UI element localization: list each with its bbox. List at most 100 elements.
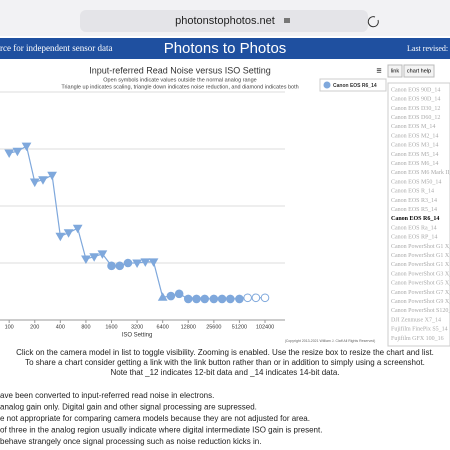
help-button[interactable] [403,64,435,78]
camera-item[interactable]: Canon PowerShot G1 X_12 [391,244,450,250]
chart-subtitle: Triangle up indicates scaling, triangle … [61,84,298,90]
site-title[interactable]: Photons to Photos [164,40,287,57]
marker [192,294,201,304]
header-tagline: rce for independent sensor data [0,43,112,53]
legend [319,78,387,92]
camera-item[interactable]: Canon PowerShot S120_12 [391,308,450,314]
credit: (Copyright 2013-2021 William J. Claff Al… [285,339,376,343]
legend-label: Canon EOS R6_14 [333,83,377,89]
url[interactable]: photonstophotos.net [175,15,275,27]
marker [226,294,235,304]
x-tick-label: 1600 [105,324,117,330]
x-tick-label: 6400 [157,324,169,330]
marker [123,258,133,268]
camera-item[interactable]: Canon EOS 90D_14 [391,87,440,93]
camera-item[interactable]: Canon EOS R_14 [391,189,434,195]
marker [132,259,142,269]
marker [21,142,32,152]
marker [166,291,176,301]
camera-item[interactable]: Canon EOS D30_12 [391,106,440,112]
camera-item[interactable]: Canon EOS R5_14 [391,207,437,213]
instruction-line: Click on the camera model in list to tog… [16,348,434,357]
marker [12,147,23,157]
marker [200,294,210,304]
marker [47,171,57,181]
instruction-line: To share a chart consider getting a link… [25,358,425,367]
x-tick-label: 400 [56,324,65,330]
note-line: analog gain only. Digital gain and other… [0,403,257,412]
camera-item[interactable]: Canon EOS M50_14 [391,179,441,185]
camera-item[interactable]: Fujifilm FinePix S5_14 [391,326,448,333]
marker [148,258,159,267]
camera-item[interactable]: Canon EOS RP_14 [391,235,437,241]
x-tick-label: 3200 [131,324,143,330]
camera-item[interactable]: Canon EOS M6_14 [391,161,438,167]
x-tick-label: 12800 [181,324,196,330]
camera-item[interactable]: Canon PowerShot G7 X_12 [391,290,450,296]
chart-subtitle: Open symbols indicate values outside the… [103,77,256,83]
chart-title: Input-referred Read Noise versus ISO Set… [89,65,271,75]
marker [174,289,184,299]
camera-item[interactable]: Canon PowerShot G1 X Mark II_12 [391,253,450,259]
marker [183,294,193,304]
marker [89,253,100,262]
note-line: of three in the analog region usually in… [0,426,322,435]
camera-item[interactable]: Canon EOS M5_14 [391,152,438,158]
marker [235,294,244,304]
camera-item[interactable]: Canon EOS R3_14 [391,198,437,204]
note-line: e not appropriate for comparing camera m… [0,414,310,423]
marker [38,176,48,185]
notes: ave been converted to input-referred rea… [0,391,322,446]
x-tick-label: 200 [30,324,39,330]
camera-item[interactable]: Canon EOS D60_12 [391,115,440,121]
marker [217,294,227,304]
address-field[interactable] [80,10,368,32]
x-tick-label: 102400 [256,324,274,330]
reload-icon[interactable] [367,16,379,28]
marker [81,255,91,265]
camera-item[interactable]: Canon EOS R6_14 [391,216,439,222]
camera-item[interactable]: DJI Zenmuse X7_14 [391,317,441,323]
x-tick-label: 100 [5,324,14,330]
camera-item[interactable]: Canon EOS Ra_14 [391,225,437,231]
instruction-line: Note that _12 indicates 12-bit data and … [110,368,339,377]
legend-marker [323,81,331,89]
camera-list-items: Canon EOS 90D_14 Canon EOS 90D_14 Canon EO… [391,87,450,341]
x-tick-label: 51200 [232,324,247,330]
camera-item[interactable]: Canon EOS M3_14 [391,143,438,149]
marker [29,178,40,188]
series-line [9,145,266,300]
marker [140,258,151,267]
camera-item[interactable]: Canon PowerShot G3 X_12 [391,271,450,277]
x-axis-label: ISO Setting [122,333,153,339]
site-header [0,38,450,59]
help-label[interactable]: chart help [407,68,431,74]
link-label[interactable]: link [391,68,400,74]
marker [115,261,125,271]
camera-item[interactable]: Canon EOS M6 Mark II_14 [391,170,450,176]
camera-item[interactable]: Canon PowerShot G1 X Mark III_14 [391,262,450,268]
menu-button[interactable]: ≡ [376,65,381,75]
camera-item[interactable]: Canon EOS 90D_14 [391,97,440,103]
marker [243,293,252,303]
note-line: ave been converted to input-referred rea… [0,391,214,400]
note-line: behave strangely once signal processing … [0,437,261,446]
camera-item[interactable]: Fujifilm GFX 100_16 [391,335,444,342]
marker [55,232,66,242]
x-tick-label: 25600 [206,324,221,330]
camera-item[interactable]: Canon PowerShot G5 X_12 [391,281,450,287]
x-tick-label: 800 [81,324,90,330]
instructions: Click on the camera model in list to tog… [16,348,434,377]
camera-item[interactable]: Canon PowerShot G9 X_12 [391,299,450,305]
link-button[interactable] [387,64,403,78]
last-revised: Last revised: 20 [407,44,450,53]
marker [209,294,219,304]
lock-icon [284,18,290,23]
grid [0,91,285,321]
camera-list [387,82,450,347]
camera-item[interactable]: Canon EOS M2_14 [391,133,438,139]
camera-item[interactable]: Canon EOS M_14 [391,124,435,130]
marker [157,292,168,301]
marker [251,293,261,303]
marker [63,229,74,238]
